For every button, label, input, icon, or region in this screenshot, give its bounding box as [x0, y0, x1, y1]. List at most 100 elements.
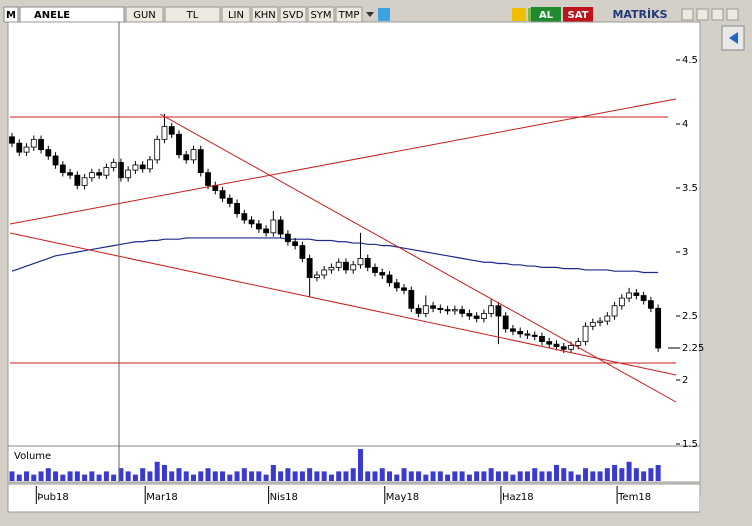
volume-bar	[394, 474, 400, 481]
candle-body	[335, 261, 342, 268]
volume-bar	[408, 471, 414, 481]
candle-body	[357, 257, 364, 266]
toolbar-button-label: KHN	[254, 10, 276, 21]
candle-body	[459, 309, 466, 314]
candle-body	[626, 292, 632, 299]
candle-body	[415, 307, 422, 314]
volume-bar	[198, 471, 204, 481]
close-button[interactable]	[726, 8, 739, 21]
candle-body	[466, 313, 473, 317]
candle-body	[539, 336, 545, 343]
candle-body	[59, 164, 66, 174]
twitter-icon[interactable]	[378, 8, 390, 21]
candle-body	[241, 213, 248, 221]
dropdown-arrow[interactable]	[366, 12, 374, 17]
y-tick-label: 4.5	[682, 55, 698, 66]
buy-button[interactable]	[531, 7, 561, 22]
trend-line	[9, 98, 677, 225]
volume-bar	[554, 465, 559, 481]
candle-body	[582, 325, 589, 342]
volume-bar	[416, 471, 422, 481]
volume-bar	[118, 468, 124, 481]
candle-body	[176, 133, 182, 156]
candle-body	[633, 292, 640, 296]
volume-bar	[481, 471, 487, 481]
candle-body	[255, 223, 262, 230]
y-tick-label: 2.5	[682, 311, 698, 322]
toolbar: M ANELE AL SAT MATRİKS GUN TL LIN KHN SVD SYM…	[3, 6, 739, 23]
toolbar-button-label: GUN	[133, 10, 156, 21]
candle-body	[299, 245, 306, 259]
candle-body	[88, 172, 95, 179]
y-tick-label: 1.5	[682, 439, 698, 450]
candle-body	[546, 341, 553, 345]
volume-bar	[626, 461, 632, 481]
candle-body	[393, 282, 400, 289]
last-price-label: 2.25	[682, 343, 704, 354]
candle-body	[306, 257, 313, 278]
side-arrow	[729, 32, 738, 44]
sell-button[interactable]	[563, 7, 593, 22]
x-tick-label: Mar18	[146, 492, 178, 503]
candle-body	[510, 328, 516, 332]
volume-bar	[24, 471, 30, 481]
y-tick-label: 3.5	[682, 183, 698, 194]
maximize-button[interactable]	[711, 8, 724, 21]
volume-bar	[575, 474, 581, 481]
volume-bar	[220, 471, 226, 481]
trend-lines	[9, 98, 677, 403]
date-axis	[7, 483, 701, 513]
volume-bar	[256, 471, 262, 481]
toolbar-button-label: TL	[186, 10, 199, 21]
volume-bar	[648, 468, 654, 481]
volume-bar	[495, 471, 501, 481]
candle-body	[568, 345, 574, 350]
candle-body	[451, 309, 458, 312]
candle-body	[480, 313, 487, 319]
minimize-button[interactable]	[681, 8, 694, 21]
volume-bar	[597, 471, 603, 481]
candle-body	[67, 172, 73, 176]
candle-body	[139, 164, 146, 170]
volume-bar	[292, 471, 298, 481]
volume-bar	[423, 474, 429, 481]
corner-button[interactable]	[722, 495, 744, 513]
candle-body	[495, 305, 502, 317]
plot-area	[7, 21, 701, 483]
candle-body	[23, 146, 30, 153]
volume-bar	[103, 471, 109, 481]
x-tick-label: Þub18	[37, 492, 68, 503]
toolbar-button-label: TMP	[338, 10, 360, 21]
volume-bar	[365, 471, 371, 481]
volume-bar	[16, 474, 22, 481]
flash-icon[interactable]	[512, 8, 526, 21]
volume-bar	[452, 471, 458, 481]
candle-body	[350, 264, 357, 271]
candle-body	[364, 257, 371, 268]
x-tick-label: Haz18	[502, 492, 534, 503]
y-tick-label: 4	[682, 119, 688, 130]
candle-body	[197, 149, 204, 174]
y-tick-label: 2	[682, 375, 688, 386]
volume-bar	[568, 471, 574, 481]
restore-button[interactable]	[696, 8, 709, 21]
volume-bar	[583, 468, 589, 481]
candle-body	[52, 155, 59, 166]
volume-bar	[307, 468, 313, 481]
volume-bar	[82, 474, 88, 481]
candle-body	[168, 126, 175, 135]
volume-bar	[459, 471, 465, 481]
volume-bar	[191, 474, 196, 481]
sync-button[interactable]	[700, 495, 720, 513]
volume-bar	[604, 468, 610, 481]
candle-body	[386, 274, 393, 284]
candle-body	[81, 177, 88, 186]
volume-bar	[612, 465, 618, 481]
volume-bar	[401, 468, 407, 481]
volume-bar	[212, 471, 218, 481]
brand: MATRİKS	[612, 7, 667, 21]
candle-body	[248, 219, 255, 225]
volume-bar	[524, 471, 530, 481]
candle-body	[314, 274, 320, 279]
